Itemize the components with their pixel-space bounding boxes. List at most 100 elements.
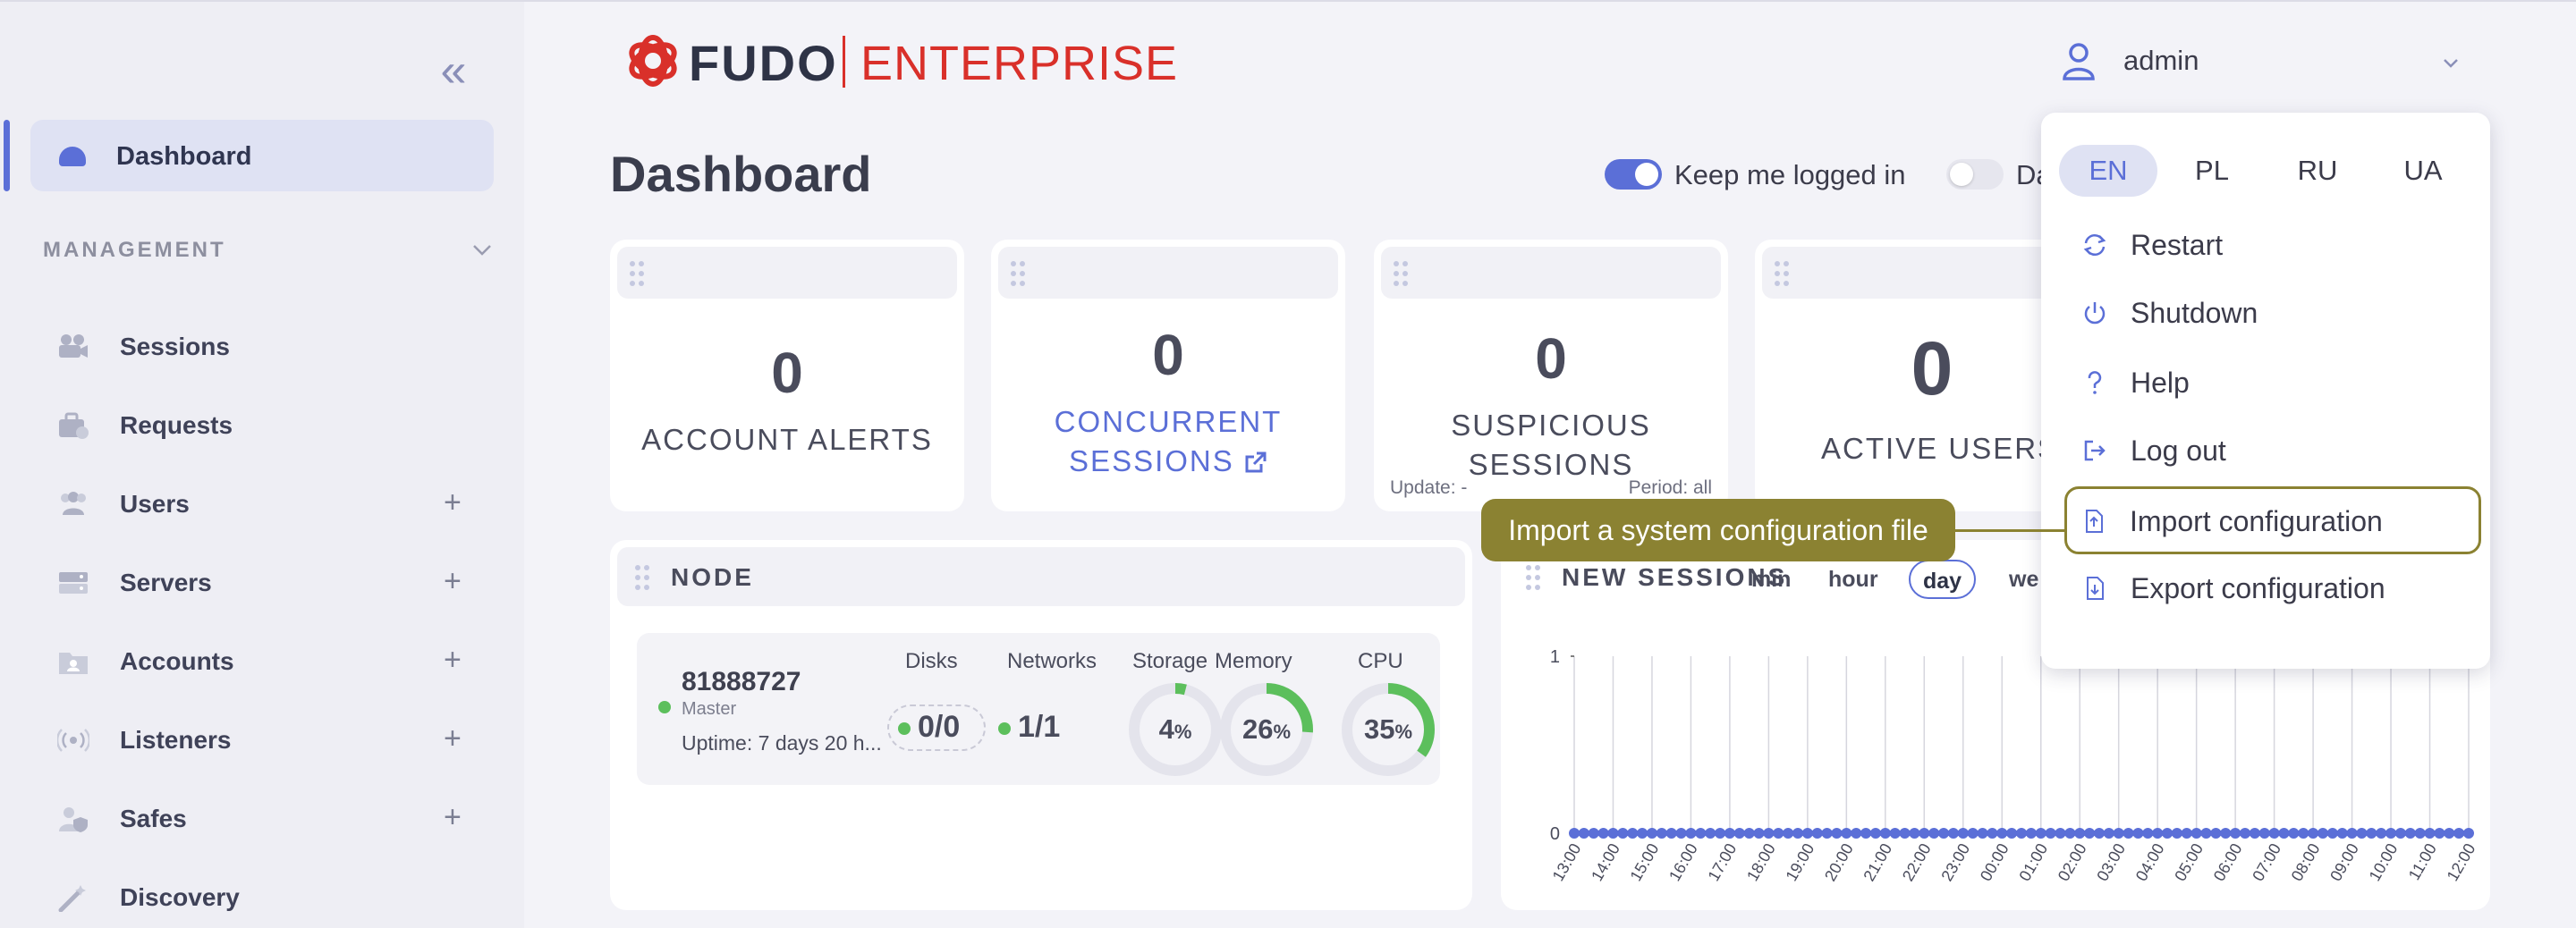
data-point: [1801, 828, 1813, 839]
data-point: [2220, 828, 2232, 839]
x-tick-label: 14:00: [1588, 840, 1623, 884]
sidebar-item-accounts[interactable]: Accounts +: [0, 635, 524, 688]
file-export-icon: [2087, 577, 2104, 600]
account-alerts-card: 0 ACCOUNT ALERTS: [610, 240, 964, 511]
x-tick-label: 07:00: [2249, 840, 2284, 884]
language-pl-button[interactable]: PL: [2195, 155, 2229, 186]
data-point: [1646, 828, 1657, 839]
user-dropdown-menu: EN PL RU UA Restart Shutdown Help Log ou…: [2041, 113, 2490, 669]
language-en-button[interactable]: EN: [2059, 145, 2157, 197]
drag-handle-icon[interactable]: [1392, 259, 1410, 288]
data-point: [1957, 828, 1969, 839]
add-servers-button[interactable]: +: [444, 564, 462, 598]
drag-handle-icon[interactable]: [1009, 259, 1027, 288]
sidebar-item-dashboard[interactable]: [30, 120, 494, 191]
stat-value: 0: [1152, 323, 1184, 387]
menu-item-label: Help: [2131, 367, 2190, 399]
collapse-sidebar-icon[interactable]: «: [440, 45, 467, 97]
fudo-logo[interactable]: FUDO ENTERPRISE: [624, 30, 1177, 93]
language-ua-button[interactable]: UA: [2403, 155, 2443, 186]
period-text: Period: all: [1628, 477, 1712, 498]
data-point: [1685, 828, 1697, 839]
data-point: [1715, 828, 1726, 839]
menu-item-label: Shutdown: [2131, 297, 2258, 329]
sidebar-item-users[interactable]: Users +: [0, 477, 524, 531]
add-users-button[interactable]: +: [444, 485, 462, 519]
import-configuration-menu-item[interactable]: Import configuration: [2064, 486, 2481, 554]
data-point: [2025, 828, 2037, 839]
add-accounts-button[interactable]: +: [444, 643, 462, 677]
stat-title-line: CONCURRENT: [1054, 405, 1283, 438]
sidebar-item-safes[interactable]: Safes +: [0, 792, 524, 846]
video-camera-icon: [59, 334, 88, 358]
status-dot: [998, 722, 1011, 735]
drag-handle-icon[interactable]: [628, 259, 646, 288]
logo-brand-text: FUDO: [689, 35, 838, 91]
data-point: [2434, 828, 2445, 839]
language-ru-button[interactable]: RU: [2297, 155, 2338, 186]
add-listeners-button[interactable]: +: [444, 721, 462, 755]
x-tick-label: 12:00: [2444, 840, 2479, 884]
sidebar-item-label: Listeners: [120, 726, 232, 754]
networks-label: Networks: [1007, 649, 1097, 673]
user-menu-button[interactable]: admin: [2123, 45, 2199, 76]
concurrent-sessions-card: 0 CONCURRENT SESSIONS: [991, 240, 1345, 511]
help-icon: [2088, 371, 2102, 394]
sidebar-item-listeners[interactable]: Listeners +: [0, 713, 524, 767]
tab-min[interactable]: min: [1751, 567, 1792, 592]
help-menu-item[interactable]: Help: [2068, 350, 2470, 415]
sidebar-item-label: Sessions: [120, 333, 230, 360]
chevron-down-icon[interactable]: [2440, 52, 2462, 73]
node-panel: NODE 81888727 Master Uptime: 7 days 20 h…: [610, 540, 1472, 910]
chevron-down-icon[interactable]: [470, 238, 494, 261]
drag-handle-icon[interactable]: [1773, 259, 1791, 288]
magic-wand-icon: [58, 885, 86, 912]
tab-week[interactable]: we: [2009, 567, 2039, 592]
sidebar-item-label: Requests: [120, 411, 233, 439]
data-point: [1733, 828, 1745, 839]
shutdown-menu-item[interactable]: Shutdown: [2068, 281, 2470, 345]
cpu-gauge: [1342, 683, 1435, 776]
data-point: [2181, 828, 2192, 839]
drag-handle-icon[interactable]: [633, 563, 651, 592]
data-point: [1821, 828, 1833, 839]
second-toggle[interactable]: [1946, 159, 2004, 190]
data-point: [2288, 828, 2300, 839]
sidebar-item-discovery[interactable]: Discovery: [0, 871, 524, 924]
data-point: [1947, 828, 1959, 839]
concurrent-sessions-link[interactable]: CONCURRENT SESSIONS: [1000, 402, 1336, 481]
drag-handle-icon[interactable]: [1524, 563, 1542, 592]
data-point: [1909, 828, 1920, 839]
status-dot: [658, 701, 671, 713]
sidebar-item-sessions[interactable]: Sessions: [0, 320, 524, 374]
tab-day[interactable]: day: [1909, 560, 1977, 599]
data-point: [2308, 828, 2319, 839]
disks-badge: [887, 704, 986, 751]
account-folder-icon: [59, 653, 88, 674]
update-text: Update: -: [1390, 477, 1468, 498]
keep-logged-in-toggle[interactable]: [1605, 159, 1662, 190]
sidebar-item-servers[interactable]: Servers +: [0, 556, 524, 610]
add-safes-button[interactable]: +: [444, 800, 462, 834]
data-point: [2414, 828, 2426, 839]
y-tick-label: 0: [1550, 824, 1560, 844]
menu-item-label: Restart: [2131, 229, 2224, 261]
data-point: [2123, 828, 2134, 839]
card-header: [1381, 247, 1721, 299]
user-icon[interactable]: [2061, 41, 2097, 80]
node-row[interactable]: 81888727 Master Uptime: 7 days 20 h... D…: [637, 633, 1440, 785]
x-tick-label: 16:00: [1665, 840, 1701, 884]
disks-label: Disks: [905, 649, 958, 673]
sidebar-item-requests[interactable]: Requests: [0, 399, 524, 452]
dashboard-icon: [59, 147, 86, 166]
x-tick-label: 17:00: [1705, 840, 1741, 884]
export-configuration-menu-item[interactable]: Export configuration: [2068, 556, 2470, 620]
menu-item-label: Import configuration: [2130, 505, 2383, 537]
x-tick-label: 22:00: [1899, 840, 1935, 884]
data-point: [1724, 828, 1735, 839]
tab-hour[interactable]: hour: [1828, 567, 1878, 592]
restart-menu-item[interactable]: Restart: [2068, 213, 2470, 277]
section-management[interactable]: MANAGEMENT: [43, 238, 226, 262]
logout-menu-item[interactable]: Log out: [2068, 418, 2470, 483]
sidebar-item-label: Safes: [120, 805, 187, 832]
